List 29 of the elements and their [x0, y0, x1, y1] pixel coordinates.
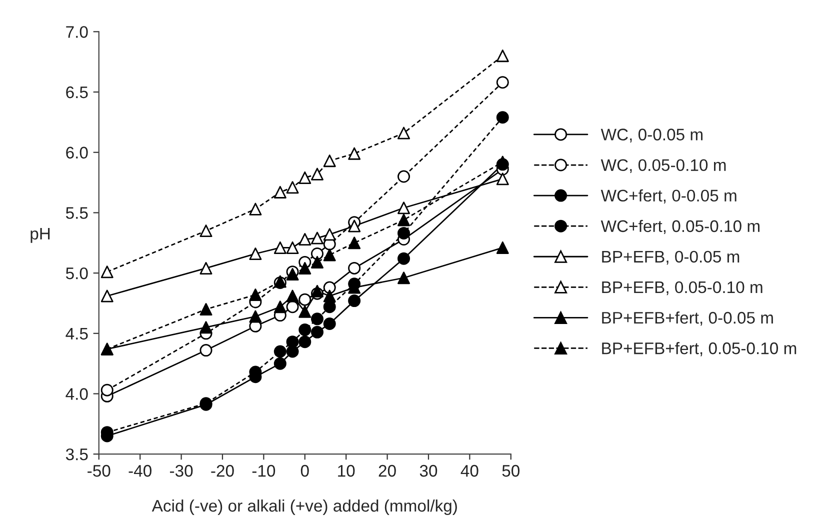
y-tick-label: 3.5 [66, 448, 88, 460]
legend-label: BP+EFB, 0-0.05 m [602, 250, 740, 265]
x-tick-label: 30 [420, 464, 438, 477]
y-tick-label: 5.0 [66, 267, 88, 280]
legend-label: BP+EFB+fert, 0-0.05 m [602, 311, 773, 326]
y-axis-title: pH [30, 228, 50, 243]
legend-label: BP+EFB+fert, 0.05-0.10 m [602, 342, 796, 356]
y-tick-label: 4.0 [66, 388, 88, 400]
y-tick-label: 4.5 [66, 328, 88, 340]
y-tick-label: 5.5 [66, 207, 88, 219]
legend-label: WC+fert, 0-0.05 m [600, 189, 736, 204]
legend-label: WC, 0-0.05 m [600, 128, 702, 142]
legend-label: BP+EFB, 0.05-0.10 m [602, 281, 762, 296]
x-axis-title: Acid (-ve) or alkali (+ve) added (mmol/kg) [152, 499, 457, 516]
x-tick-label: 40 [460, 464, 478, 477]
y-tick-label: 7.0 [66, 26, 88, 38]
x-tick-label: 0 [300, 464, 309, 477]
y-tick-label: 6.5 [66, 86, 88, 98]
x-tick-label: -10 [252, 464, 276, 477]
x-tick-label: -30 [170, 464, 193, 477]
x-tick-label: -40 [128, 464, 152, 477]
legend-label: WC+fert, 0.05-0.10 m [600, 220, 760, 234]
x-tick-label: 50 [502, 464, 520, 477]
x-tick-label: -50 [88, 464, 110, 477]
legend-label: WC, 0.05-0.10 m [600, 159, 726, 173]
x-tick-label: 20 [378, 464, 396, 477]
x-tick-label: -20 [211, 464, 234, 477]
x-tick-label: 10 [338, 464, 355, 477]
y-tick-label: 6.0 [66, 146, 88, 159]
